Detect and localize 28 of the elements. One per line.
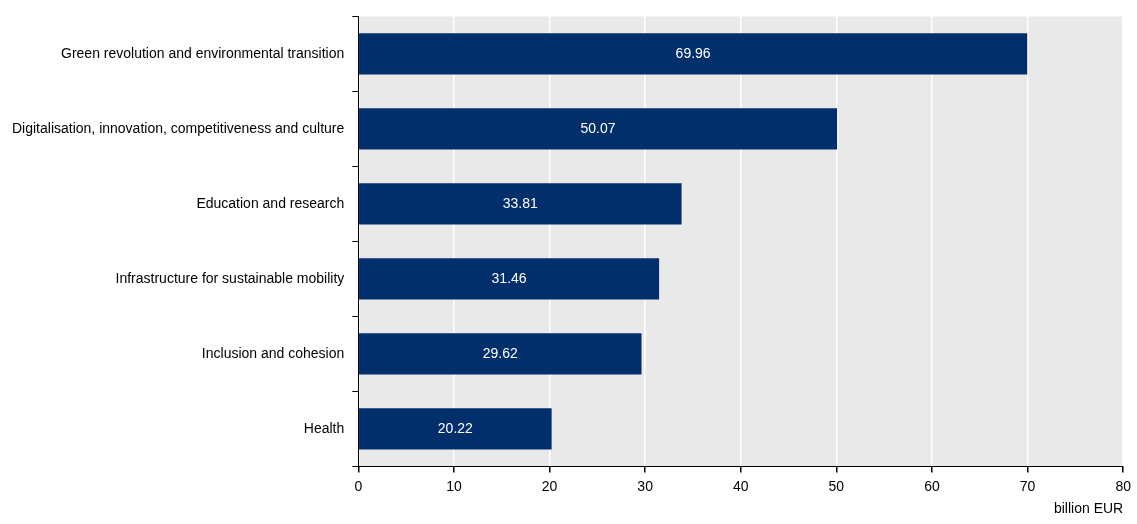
data-label: 31.46 bbox=[491, 269, 527, 286]
x-tick-label: 50 bbox=[828, 477, 845, 494]
x-tick-label: 60 bbox=[924, 477, 940, 494]
data-label: 29.62 bbox=[482, 344, 518, 361]
data-label: 20.22 bbox=[437, 419, 474, 436]
bar bbox=[359, 408, 552, 450]
y-tick-label: Infrastructure for sustainable mobility bbox=[115, 269, 345, 286]
y-tick-label: Inclusion and cohesion bbox=[201, 344, 345, 361]
x-tick-label: 70 bbox=[1019, 477, 1036, 494]
x-tick-label: 10 bbox=[446, 477, 462, 494]
x-axis-title: billion EUR bbox=[1053, 500, 1124, 517]
y-tick-label: Health bbox=[303, 419, 345, 436]
data-label: 50.07 bbox=[580, 119, 616, 136]
bar bbox=[359, 108, 838, 150]
bar bbox=[359, 183, 682, 225]
x-tick-label: 40 bbox=[732, 477, 749, 494]
y-tick-label: Digitalisation, innovation, competitiveness and culture bbox=[12, 119, 345, 136]
x-tick-label: 20 bbox=[541, 477, 558, 494]
bar bbox=[359, 33, 1028, 75]
bar bbox=[359, 258, 660, 300]
data-label: 33.81 bbox=[502, 194, 539, 211]
x-tick-label: 0 bbox=[354, 477, 363, 494]
y-tick-label: Education and research bbox=[196, 194, 345, 211]
y-tick-label: Green revolution and environmental transition bbox=[61, 44, 345, 61]
bar bbox=[359, 333, 642, 375]
x-tick-label: 80 bbox=[1115, 477, 1132, 494]
x-tick-label: 30 bbox=[637, 477, 654, 494]
data-label: 69.96 bbox=[675, 44, 711, 61]
